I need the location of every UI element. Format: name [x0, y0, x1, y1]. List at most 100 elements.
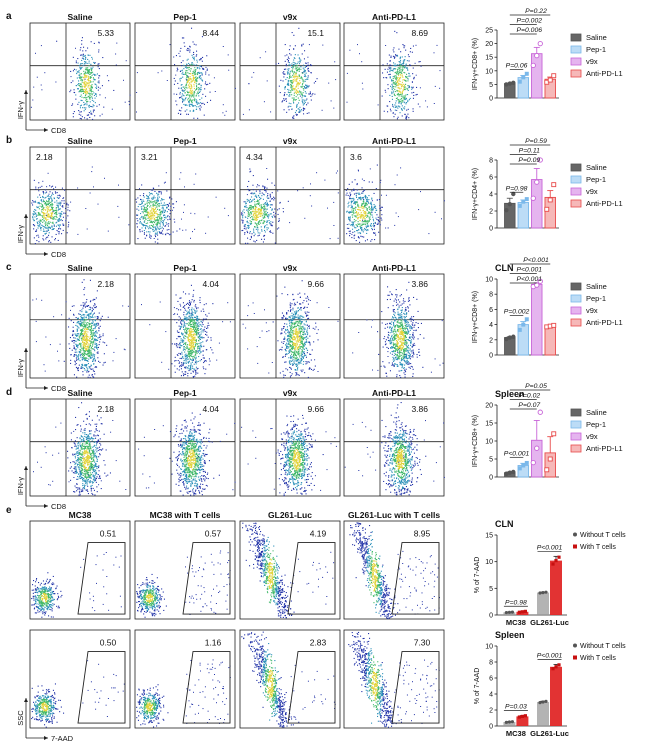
flow-event-dot [351, 181, 353, 183]
flow-event-dot [348, 201, 350, 203]
flow-event-dot [56, 196, 58, 198]
flow-event-dot [298, 108, 300, 110]
flow-event-dot [393, 106, 395, 108]
flow-plot: Pep-13.21 [134, 136, 236, 245]
flow-event-dot [59, 195, 61, 197]
flow-event-dot [152, 196, 154, 198]
flow-event-dot [258, 203, 260, 205]
flow-event-dot [156, 201, 158, 203]
flow-event-dot [136, 208, 138, 210]
flow-event-dot [266, 224, 268, 226]
flow-event-dot [63, 212, 65, 214]
flow-event-dot [198, 102, 200, 104]
flow-event-dot [70, 82, 72, 84]
flow-event-dot [376, 164, 378, 166]
flow-event-dot [75, 85, 77, 87]
flow-event-dot [44, 217, 46, 219]
flow-event-dot [32, 218, 34, 220]
flow-event-dot [51, 199, 53, 201]
flow-event-dot [367, 201, 369, 203]
flow-event-dot [266, 80, 268, 82]
flow-event-dot [89, 352, 91, 354]
flow-event-dot [295, 99, 297, 101]
flow-event-dot [439, 87, 441, 89]
flow-event-dot [291, 81, 293, 83]
flow-event-dot [192, 344, 194, 346]
flow-event-dot [372, 207, 374, 209]
flow-event-dot [297, 90, 299, 92]
flow-event-dot [85, 333, 87, 335]
flow-event-dot [373, 232, 375, 234]
flow-event-dot [188, 330, 190, 332]
flow-event-dot [33, 224, 35, 226]
flow-event-dot [74, 351, 76, 353]
flow-event-dot [40, 84, 42, 86]
flow-event-dot [348, 212, 350, 214]
flow-event-dot [44, 212, 46, 214]
flow-event-dot [202, 93, 204, 95]
flow-event-dot [91, 374, 93, 376]
flow-event-dot [287, 81, 289, 83]
flow-event-dot [90, 67, 92, 69]
flow-event-dot [192, 336, 194, 338]
flow-event-dot [94, 357, 96, 359]
flow-event-dot [47, 201, 49, 203]
flow-event-dot [187, 79, 189, 81]
flow-event-dot [196, 106, 198, 108]
flow-event-dot [378, 199, 380, 201]
flow-event-dot [288, 83, 290, 85]
flow-event-dot [116, 42, 118, 44]
flow-event-dot [413, 94, 415, 96]
flow-event-dot [91, 338, 93, 340]
flow-event-dot [168, 202, 170, 204]
flow-event-dot [278, 208, 280, 210]
flow-event-dot [402, 66, 404, 68]
flow-event-dot [361, 214, 363, 216]
flow-event-dot [187, 58, 189, 60]
flow-event-dot [188, 306, 190, 308]
flow-event-dot [195, 173, 197, 175]
flow-event-dot [89, 301, 91, 303]
flow-event-dot [157, 222, 159, 224]
flow-event-dot [255, 228, 257, 230]
flow-event-dot [306, 98, 308, 100]
flow-event-dot [195, 326, 197, 328]
flow-event-dot [44, 230, 46, 232]
flow-event-dot [157, 221, 159, 223]
flow-event-dot [400, 92, 402, 94]
flow-event-dot [396, 73, 398, 75]
flow-event-dot [58, 360, 60, 362]
flow-event-dot [254, 195, 256, 197]
flow-event-dot [84, 76, 86, 78]
flow-event-dot [288, 58, 290, 60]
flow-event-dot [298, 93, 300, 95]
flow-event-dot [305, 76, 307, 78]
flow-event-dot [84, 333, 86, 335]
flow-event-dot [196, 334, 198, 336]
flow-event-dot [291, 97, 293, 99]
flow-event-dot [78, 83, 80, 85]
flow-event-dot [73, 314, 75, 316]
flow-event-dot [270, 204, 272, 206]
flow-event-dot [191, 326, 193, 328]
flow-event-dot [182, 365, 184, 367]
flow-event-dot [249, 214, 251, 216]
flow-event-dot [372, 218, 374, 220]
flow-event-dot [161, 70, 163, 72]
flow-event-dot [160, 218, 162, 220]
flow-event-dot [36, 206, 38, 208]
flow-event-dot [274, 197, 276, 199]
flow-event-dot [185, 327, 187, 329]
flow-event-dot [168, 223, 170, 225]
flow-event-dot [51, 217, 53, 219]
flow-event-dot [181, 65, 183, 67]
flow-event-dot [79, 313, 81, 315]
flow-event-dot [290, 80, 292, 82]
flow-event-dot [253, 219, 255, 221]
flow-event-dot [188, 78, 190, 80]
flow-event-dot [42, 207, 44, 209]
flow-event-dot [375, 205, 377, 207]
flow-event-dot [76, 335, 78, 337]
flow-event-dot [165, 217, 167, 219]
flow-event-dot [398, 74, 400, 76]
